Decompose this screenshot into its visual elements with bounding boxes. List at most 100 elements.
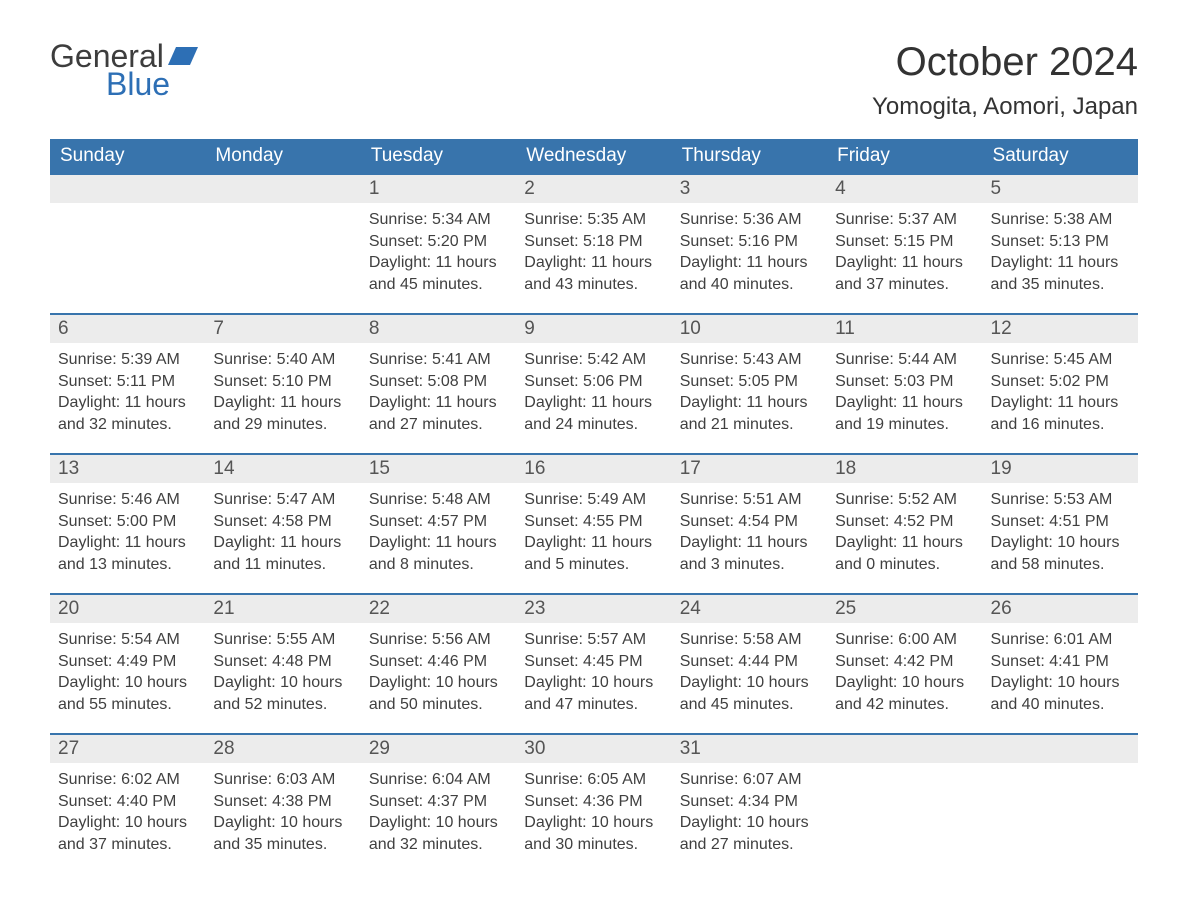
calendar-day-cell: 29Sunrise: 6:04 AMSunset: 4:37 PMDayligh… <box>361 734 516 874</box>
day-number: 9 <box>516 315 671 343</box>
weekday-header: Tuesday <box>361 139 516 174</box>
sunset-text: Sunset: 4:42 PM <box>835 651 974 673</box>
daylight-text: Daylight: 11 hours and 43 minutes. <box>524 252 663 295</box>
daylight-text: Daylight: 10 hours and 32 minutes. <box>369 812 508 855</box>
sunset-text: Sunset: 4:38 PM <box>213 791 352 813</box>
daylight-text: Daylight: 11 hours and 32 minutes. <box>58 392 197 435</box>
sunrise-text: Sunrise: 5:47 AM <box>213 489 352 511</box>
day-content: Sunrise: 5:53 AMSunset: 4:51 PMDaylight:… <box>983 483 1138 581</box>
day-content: Sunrise: 6:01 AMSunset: 4:41 PMDaylight:… <box>983 623 1138 721</box>
sunset-text: Sunset: 5:03 PM <box>835 371 974 393</box>
sunrise-text: Sunrise: 5:40 AM <box>213 349 352 371</box>
calendar-day-cell: 13Sunrise: 5:46 AMSunset: 5:00 PMDayligh… <box>50 454 205 594</box>
daylight-text: Daylight: 11 hours and 16 minutes. <box>991 392 1130 435</box>
calendar-day-cell: 1Sunrise: 5:34 AMSunset: 5:20 PMDaylight… <box>361 174 516 314</box>
calendar-week-row: 6Sunrise: 5:39 AMSunset: 5:11 PMDaylight… <box>50 314 1138 454</box>
sunset-text: Sunset: 4:46 PM <box>369 651 508 673</box>
daylight-text: Daylight: 10 hours and 37 minutes. <box>58 812 197 855</box>
calendar-week-row: 13Sunrise: 5:46 AMSunset: 5:00 PMDayligh… <box>50 454 1138 594</box>
day-number: 27 <box>50 735 205 763</box>
sunrise-text: Sunrise: 5:55 AM <box>213 629 352 651</box>
calendar-day-cell: 19Sunrise: 5:53 AMSunset: 4:51 PMDayligh… <box>983 454 1138 594</box>
daylight-text: Daylight: 10 hours and 30 minutes. <box>524 812 663 855</box>
calendar-day-cell: 26Sunrise: 6:01 AMSunset: 4:41 PMDayligh… <box>983 594 1138 734</box>
calendar-day-cell: 23Sunrise: 5:57 AMSunset: 4:45 PMDayligh… <box>516 594 671 734</box>
calendar-day-cell: 9Sunrise: 5:42 AMSunset: 5:06 PMDaylight… <box>516 314 671 454</box>
sunset-text: Sunset: 5:18 PM <box>524 231 663 253</box>
sunrise-text: Sunrise: 5:57 AM <box>524 629 663 651</box>
day-number: 22 <box>361 595 516 623</box>
daylight-text: Daylight: 11 hours and 27 minutes. <box>369 392 508 435</box>
calendar-day-cell: 18Sunrise: 5:52 AMSunset: 4:52 PMDayligh… <box>827 454 982 594</box>
sunset-text: Sunset: 4:34 PM <box>680 791 819 813</box>
sunrise-text: Sunrise: 5:43 AM <box>680 349 819 371</box>
day-content: Sunrise: 5:39 AMSunset: 5:11 PMDaylight:… <box>50 343 205 441</box>
daylight-text: Daylight: 11 hours and 8 minutes. <box>369 532 508 575</box>
day-number: 23 <box>516 595 671 623</box>
sunset-text: Sunset: 5:05 PM <box>680 371 819 393</box>
day-number: 29 <box>361 735 516 763</box>
calendar-day-cell <box>827 734 982 874</box>
calendar-day-cell: 7Sunrise: 5:40 AMSunset: 5:10 PMDaylight… <box>205 314 360 454</box>
day-number <box>50 175 205 203</box>
sunrise-text: Sunrise: 5:44 AM <box>835 349 974 371</box>
day-number: 17 <box>672 455 827 483</box>
calendar-week-row: 20Sunrise: 5:54 AMSunset: 4:49 PMDayligh… <box>50 594 1138 734</box>
sunset-text: Sunset: 5:13 PM <box>991 231 1130 253</box>
calendar-day-cell <box>50 174 205 314</box>
day-number: 13 <box>50 455 205 483</box>
day-content: Sunrise: 6:07 AMSunset: 4:34 PMDaylight:… <box>672 763 827 861</box>
calendar-day-cell: 16Sunrise: 5:49 AMSunset: 4:55 PMDayligh… <box>516 454 671 594</box>
sunrise-text: Sunrise: 5:53 AM <box>991 489 1130 511</box>
month-title: October 2024 <box>872 40 1138 85</box>
calendar-day-cell: 4Sunrise: 5:37 AMSunset: 5:15 PMDaylight… <box>827 174 982 314</box>
calendar-day-cell: 2Sunrise: 5:35 AMSunset: 5:18 PMDaylight… <box>516 174 671 314</box>
calendar-body: 1Sunrise: 5:34 AMSunset: 5:20 PMDaylight… <box>50 174 1138 874</box>
day-number <box>205 175 360 203</box>
daylight-text: Daylight: 10 hours and 40 minutes. <box>991 672 1130 715</box>
day-content: Sunrise: 5:52 AMSunset: 4:52 PMDaylight:… <box>827 483 982 581</box>
day-content: Sunrise: 5:36 AMSunset: 5:16 PMDaylight:… <box>672 203 827 301</box>
sunset-text: Sunset: 5:06 PM <box>524 371 663 393</box>
daylight-text: Daylight: 10 hours and 47 minutes. <box>524 672 663 715</box>
sunset-text: Sunset: 5:15 PM <box>835 231 974 253</box>
day-content: Sunrise: 6:02 AMSunset: 4:40 PMDaylight:… <box>50 763 205 861</box>
daylight-text: Daylight: 10 hours and 55 minutes. <box>58 672 197 715</box>
brand-logo: General Blue <box>50 40 198 100</box>
daylight-text: Daylight: 11 hours and 11 minutes. <box>213 532 352 575</box>
daylight-text: Daylight: 11 hours and 45 minutes. <box>369 252 508 295</box>
sunset-text: Sunset: 4:55 PM <box>524 511 663 533</box>
day-number: 20 <box>50 595 205 623</box>
calendar-day-cell: 15Sunrise: 5:48 AMSunset: 4:57 PMDayligh… <box>361 454 516 594</box>
day-number: 1 <box>361 175 516 203</box>
calendar-day-cell: 25Sunrise: 6:00 AMSunset: 4:42 PMDayligh… <box>827 594 982 734</box>
calendar-day-cell: 22Sunrise: 5:56 AMSunset: 4:46 PMDayligh… <box>361 594 516 734</box>
day-content: Sunrise: 5:58 AMSunset: 4:44 PMDaylight:… <box>672 623 827 721</box>
sunrise-text: Sunrise: 5:52 AM <box>835 489 974 511</box>
day-number <box>983 735 1138 763</box>
sunrise-text: Sunrise: 5:45 AM <box>991 349 1130 371</box>
weekday-header: Wednesday <box>516 139 671 174</box>
daylight-text: Daylight: 11 hours and 24 minutes. <box>524 392 663 435</box>
sunrise-text: Sunrise: 5:35 AM <box>524 209 663 231</box>
daylight-text: Daylight: 11 hours and 5 minutes. <box>524 532 663 575</box>
day-number: 8 <box>361 315 516 343</box>
sunset-text: Sunset: 5:02 PM <box>991 371 1130 393</box>
sunset-text: Sunset: 4:44 PM <box>680 651 819 673</box>
calendar-day-cell: 24Sunrise: 5:58 AMSunset: 4:44 PMDayligh… <box>672 594 827 734</box>
sunset-text: Sunset: 5:08 PM <box>369 371 508 393</box>
day-number: 7 <box>205 315 360 343</box>
sunrise-text: Sunrise: 5:39 AM <box>58 349 197 371</box>
day-number: 6 <box>50 315 205 343</box>
calendar-day-cell: 14Sunrise: 5:47 AMSunset: 4:58 PMDayligh… <box>205 454 360 594</box>
day-content: Sunrise: 5:40 AMSunset: 5:10 PMDaylight:… <box>205 343 360 441</box>
sunrise-text: Sunrise: 5:58 AM <box>680 629 819 651</box>
daylight-text: Daylight: 11 hours and 3 minutes. <box>680 532 819 575</box>
daylight-text: Daylight: 10 hours and 42 minutes. <box>835 672 974 715</box>
day-number: 4 <box>827 175 982 203</box>
weekday-header: Sunday <box>50 139 205 174</box>
logo-text-blue: Blue <box>106 68 170 100</box>
sunset-text: Sunset: 4:51 PM <box>991 511 1130 533</box>
day-content: Sunrise: 5:54 AMSunset: 4:49 PMDaylight:… <box>50 623 205 721</box>
sunrise-text: Sunrise: 5:38 AM <box>991 209 1130 231</box>
